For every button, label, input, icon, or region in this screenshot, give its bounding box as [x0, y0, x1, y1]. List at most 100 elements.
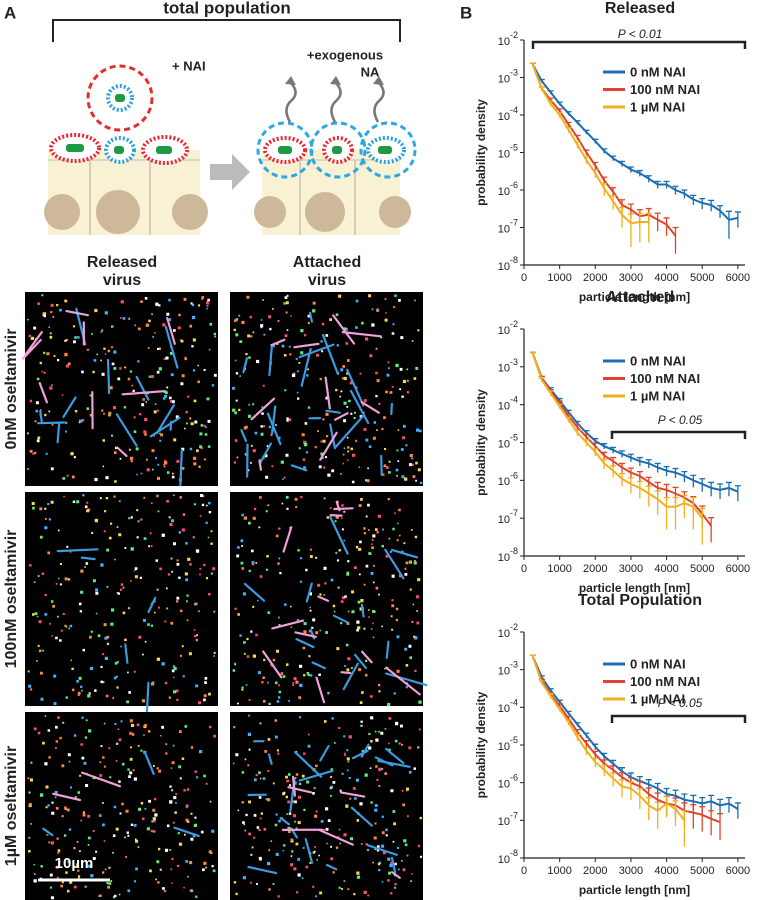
arrow-head [285, 76, 384, 85]
error-bar [601, 458, 608, 469]
x-tick-label: 5000 [690, 563, 714, 575]
treatment-label: NA [361, 64, 380, 79]
column-header: virus [308, 272, 346, 289]
virus-layer [49, 64, 417, 190]
x-axis-label: particle length [nm] [579, 883, 690, 897]
error-bar [725, 481, 732, 497]
legend-label: 100 nM NAI [630, 371, 700, 386]
error-bar [610, 446, 617, 454]
error-bar [672, 185, 679, 195]
error-bar [717, 483, 724, 500]
rnp [66, 144, 84, 152]
x-tick-label: 1000 [547, 865, 571, 877]
error-bar [636, 212, 643, 243]
column-header: Released [87, 254, 157, 271]
cell-border [89, 160, 356, 235]
rnp [156, 146, 172, 154]
error-bar [601, 182, 608, 196]
error-bar [592, 448, 599, 456]
error-bar [699, 478, 706, 492]
microscopy-filaments [250, 314, 382, 471]
error-bar [708, 481, 715, 497]
x-tick-label: 4000 [654, 272, 678, 284]
error-bar [547, 100, 554, 107]
error-bar [619, 779, 626, 798]
error-bar [592, 138, 599, 144]
scale-bar-label: 10µm [55, 855, 94, 872]
error-bar [681, 810, 688, 847]
error-bar [654, 490, 661, 516]
microscopy-image [230, 712, 423, 900]
error-bar [672, 800, 679, 827]
rnp [115, 94, 125, 102]
rnp [332, 146, 342, 154]
nucleus [254, 196, 286, 228]
error-bar [574, 134, 581, 141]
y-tick-label: 10-7 [498, 509, 518, 527]
error-bar [556, 112, 563, 118]
error-bar [556, 403, 563, 409]
error-bar [681, 494, 688, 519]
x-tick-label: 5000 [690, 865, 714, 877]
y-axis-label: probability density [474, 99, 488, 206]
error-bar [734, 485, 741, 502]
y-axis-label: probability density [474, 691, 488, 798]
nucleus [172, 194, 208, 230]
error-bar [565, 126, 572, 133]
release-arrow [285, 81, 385, 123]
row-label: 1µM oseltamivir [3, 746, 20, 866]
legend-label: 1 µM NAI [630, 99, 685, 114]
error-bar [583, 740, 590, 747]
error-bar [690, 496, 697, 530]
error-bar [547, 90, 554, 95]
error-bar [725, 797, 732, 813]
y-tick-label: 10-2 [498, 30, 518, 48]
x-axis-label: particle length [nm] [579, 581, 690, 595]
x-tick-label: 6000 [726, 865, 750, 877]
microscopy-specks [233, 306, 410, 476]
x-tick-label: 2000 [583, 272, 607, 284]
error-bar [574, 429, 581, 436]
error-bar [645, 459, 652, 469]
error-bar [547, 390, 554, 396]
na-circle [309, 121, 367, 179]
y-tick-label: 10-7 [498, 811, 518, 829]
rnp [278, 146, 292, 154]
error-bar [583, 149, 590, 156]
microscopy-filaments [21, 310, 176, 457]
error-bar [565, 416, 572, 423]
chart-title: Total Population [578, 592, 702, 609]
legend-label: 0 nM NAI [630, 656, 686, 671]
error-bar [663, 180, 670, 189]
error-bar [672, 496, 679, 530]
error-bar [601, 752, 608, 760]
y-tick-label: 10-8 [498, 255, 518, 273]
diagram-title: total population [163, 0, 290, 17]
microscopy-filaments [42, 751, 200, 837]
error-bar [636, 456, 643, 466]
error-bar [681, 189, 688, 199]
error-bar [592, 161, 599, 170]
error-bar [583, 732, 590, 738]
error-bar [636, 480, 643, 499]
error-bar [645, 175, 652, 183]
x-tick-label: 2000 [583, 563, 607, 575]
y-tick-label: 10-5 [498, 735, 518, 753]
error-bar [556, 706, 563, 712]
x-tick-label: 2000 [583, 865, 607, 877]
y-tick-label: 10-2 [498, 622, 518, 640]
x-tick-label: 1000 [547, 272, 571, 284]
microscopy-grid [21, 292, 428, 900]
error-bar [619, 450, 626, 458]
significance-label: P < 0.05 [658, 413, 703, 427]
error-bar [529, 62, 536, 67]
y-tick-label: 10-4 [498, 395, 518, 413]
microscopy-image [25, 292, 218, 486]
column-header: virus [103, 272, 141, 289]
error-bar [574, 141, 581, 149]
error-bar [601, 148, 608, 154]
microscopy-specks [241, 496, 416, 703]
legend-label: 100 nM NAI [630, 82, 700, 97]
error-bar [592, 743, 599, 750]
error-bar [699, 806, 706, 832]
